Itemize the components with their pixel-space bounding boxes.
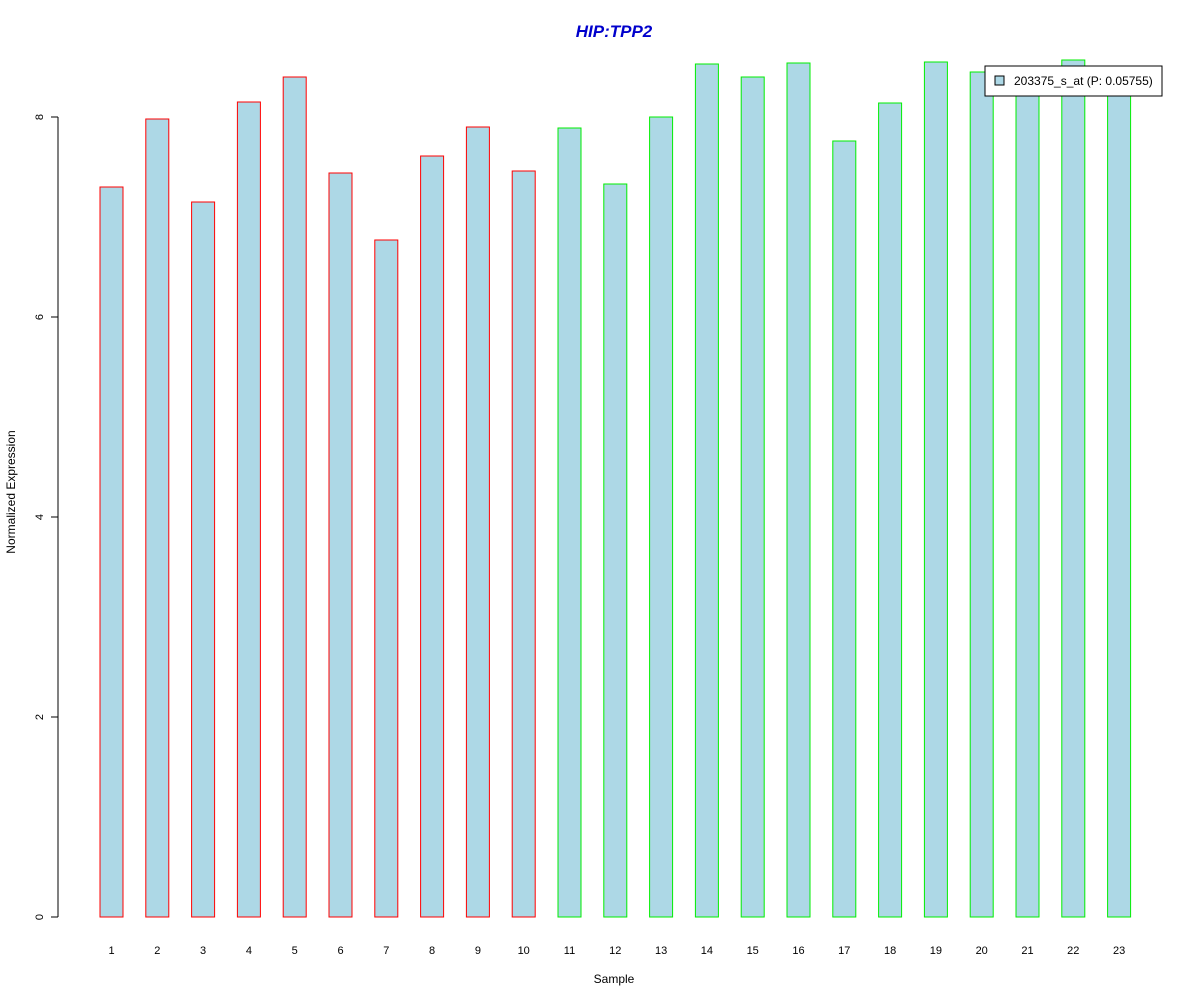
bar-sample-3	[191, 201, 216, 918]
x-tick-label: 11	[564, 945, 575, 957]
bar-sample-1	[99, 186, 124, 918]
x-tick-label: 2	[154, 945, 160, 957]
x-axis-label: Sample	[594, 972, 635, 986]
legend: 203375_s_at (P: 0.05755)	[984, 65, 1163, 97]
x-axis: 1 2 3 4 5 6 7 8 9 10 11 12 13 14 15 16 17 18 19 20 21 22 23	[108, 945, 1125, 957]
bar-sample-5	[282, 76, 307, 918]
x-tick-label: 16	[792, 945, 804, 957]
bar-sample-21	[1015, 76, 1040, 918]
x-tick-label: 9	[475, 945, 481, 957]
bar-sample-8	[420, 155, 445, 918]
bar-sample-20	[969, 71, 994, 918]
bar-sample-11	[557, 127, 582, 918]
y-tick-label: 6	[34, 314, 46, 320]
y-tick-label: 0	[34, 914, 46, 920]
x-tick-label: 5	[292, 945, 298, 957]
bar-sample-7	[374, 239, 399, 918]
bar-sample-22	[1061, 59, 1086, 918]
x-tick-label: 19	[930, 945, 942, 957]
x-tick-label: 13	[655, 945, 667, 957]
bar-sample-15	[740, 76, 765, 918]
x-tick-label: 7	[383, 945, 389, 957]
x-tick-label: 20	[976, 945, 988, 957]
x-tick-label: 8	[429, 945, 435, 957]
legend-label: 203375_s_at (P: 0.05755)	[1014, 74, 1153, 88]
x-tick-label: 23	[1113, 945, 1125, 957]
bar-sample-12	[603, 183, 628, 918]
bar-sample-6	[328, 172, 353, 918]
bar-sample-23	[1107, 86, 1132, 918]
x-tick-label: 1	[108, 945, 114, 957]
y-tick-label: 8	[34, 114, 46, 120]
x-tick-label: 14	[701, 945, 713, 957]
x-tick-label: 3	[200, 945, 206, 957]
bar-sample-4	[236, 101, 261, 918]
y-axis: 0 2 4 6 8	[34, 114, 59, 920]
x-tick-label: 6	[337, 945, 343, 957]
x-tick-label: 22	[1067, 945, 1079, 957]
y-tick-label: 2	[34, 714, 46, 720]
bar-sample-19	[923, 61, 948, 918]
bars	[99, 59, 1132, 918]
chart-title: HIP:TPP2	[576, 22, 653, 41]
y-axis-label: Normalized Expression	[4, 430, 18, 553]
x-tick-label: 4	[246, 945, 252, 957]
bar-sample-13	[649, 116, 674, 918]
y-tick-label: 4	[34, 514, 46, 520]
x-tick-label: 10	[518, 945, 530, 957]
bar-sample-14	[694, 63, 719, 918]
x-tick-label: 21	[1021, 945, 1033, 957]
bar-sample-2	[145, 118, 170, 918]
bar-sample-18	[878, 102, 903, 918]
x-tick-label: 18	[884, 945, 896, 957]
legend-box	[984, 65, 1163, 97]
x-tick-label: 15	[747, 945, 759, 957]
legend-swatch	[994, 75, 1005, 86]
bar-sample-16	[786, 62, 811, 918]
bar-sample-17	[832, 140, 857, 918]
bar-sample-9	[465, 126, 490, 918]
bar-sample-10	[511, 170, 536, 918]
x-tick-label: 17	[838, 945, 850, 957]
x-tick-label: 12	[609, 945, 621, 957]
